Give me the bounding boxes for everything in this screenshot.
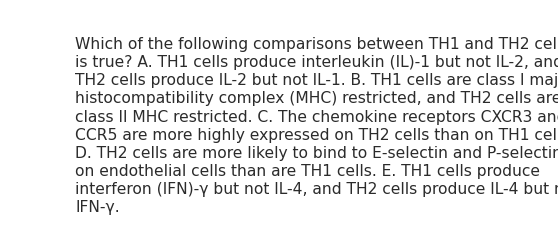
Text: on endothelial cells than are TH1 cells. E. TH1 cells produce: on endothelial cells than are TH1 cells.… [75, 164, 540, 178]
Text: TH2 cells produce IL-2 but not IL-1. B. TH1 cells are class I major: TH2 cells produce IL-2 but not IL-1. B. … [75, 73, 558, 88]
Text: histocompatibility complex (MHC) restricted, and TH2 cells are: histocompatibility complex (MHC) restric… [75, 91, 558, 106]
Text: class II MHC restricted. C. The chemokine receptors CXCR3 and: class II MHC restricted. C. The chemokin… [75, 109, 558, 124]
Text: D. TH2 cells are more likely to bind to E-selectin and P-selectin: D. TH2 cells are more likely to bind to … [75, 145, 558, 160]
Text: Which of the following comparisons between TH1 and TH2 cells: Which of the following comparisons betwe… [75, 37, 558, 52]
Text: is true? A. TH1 cells produce interleukin (IL)-1 but not IL-2, and: is true? A. TH1 cells produce interleuki… [75, 55, 558, 70]
Text: CCR5 are more highly expressed on TH2 cells than on TH1 cells.: CCR5 are more highly expressed on TH2 ce… [75, 127, 558, 142]
Text: IFN-γ.: IFN-γ. [75, 200, 120, 214]
Text: interferon (IFN)-γ but not IL-4, and TH2 cells produce IL-4 but not: interferon (IFN)-γ but not IL-4, and TH2… [75, 182, 558, 196]
